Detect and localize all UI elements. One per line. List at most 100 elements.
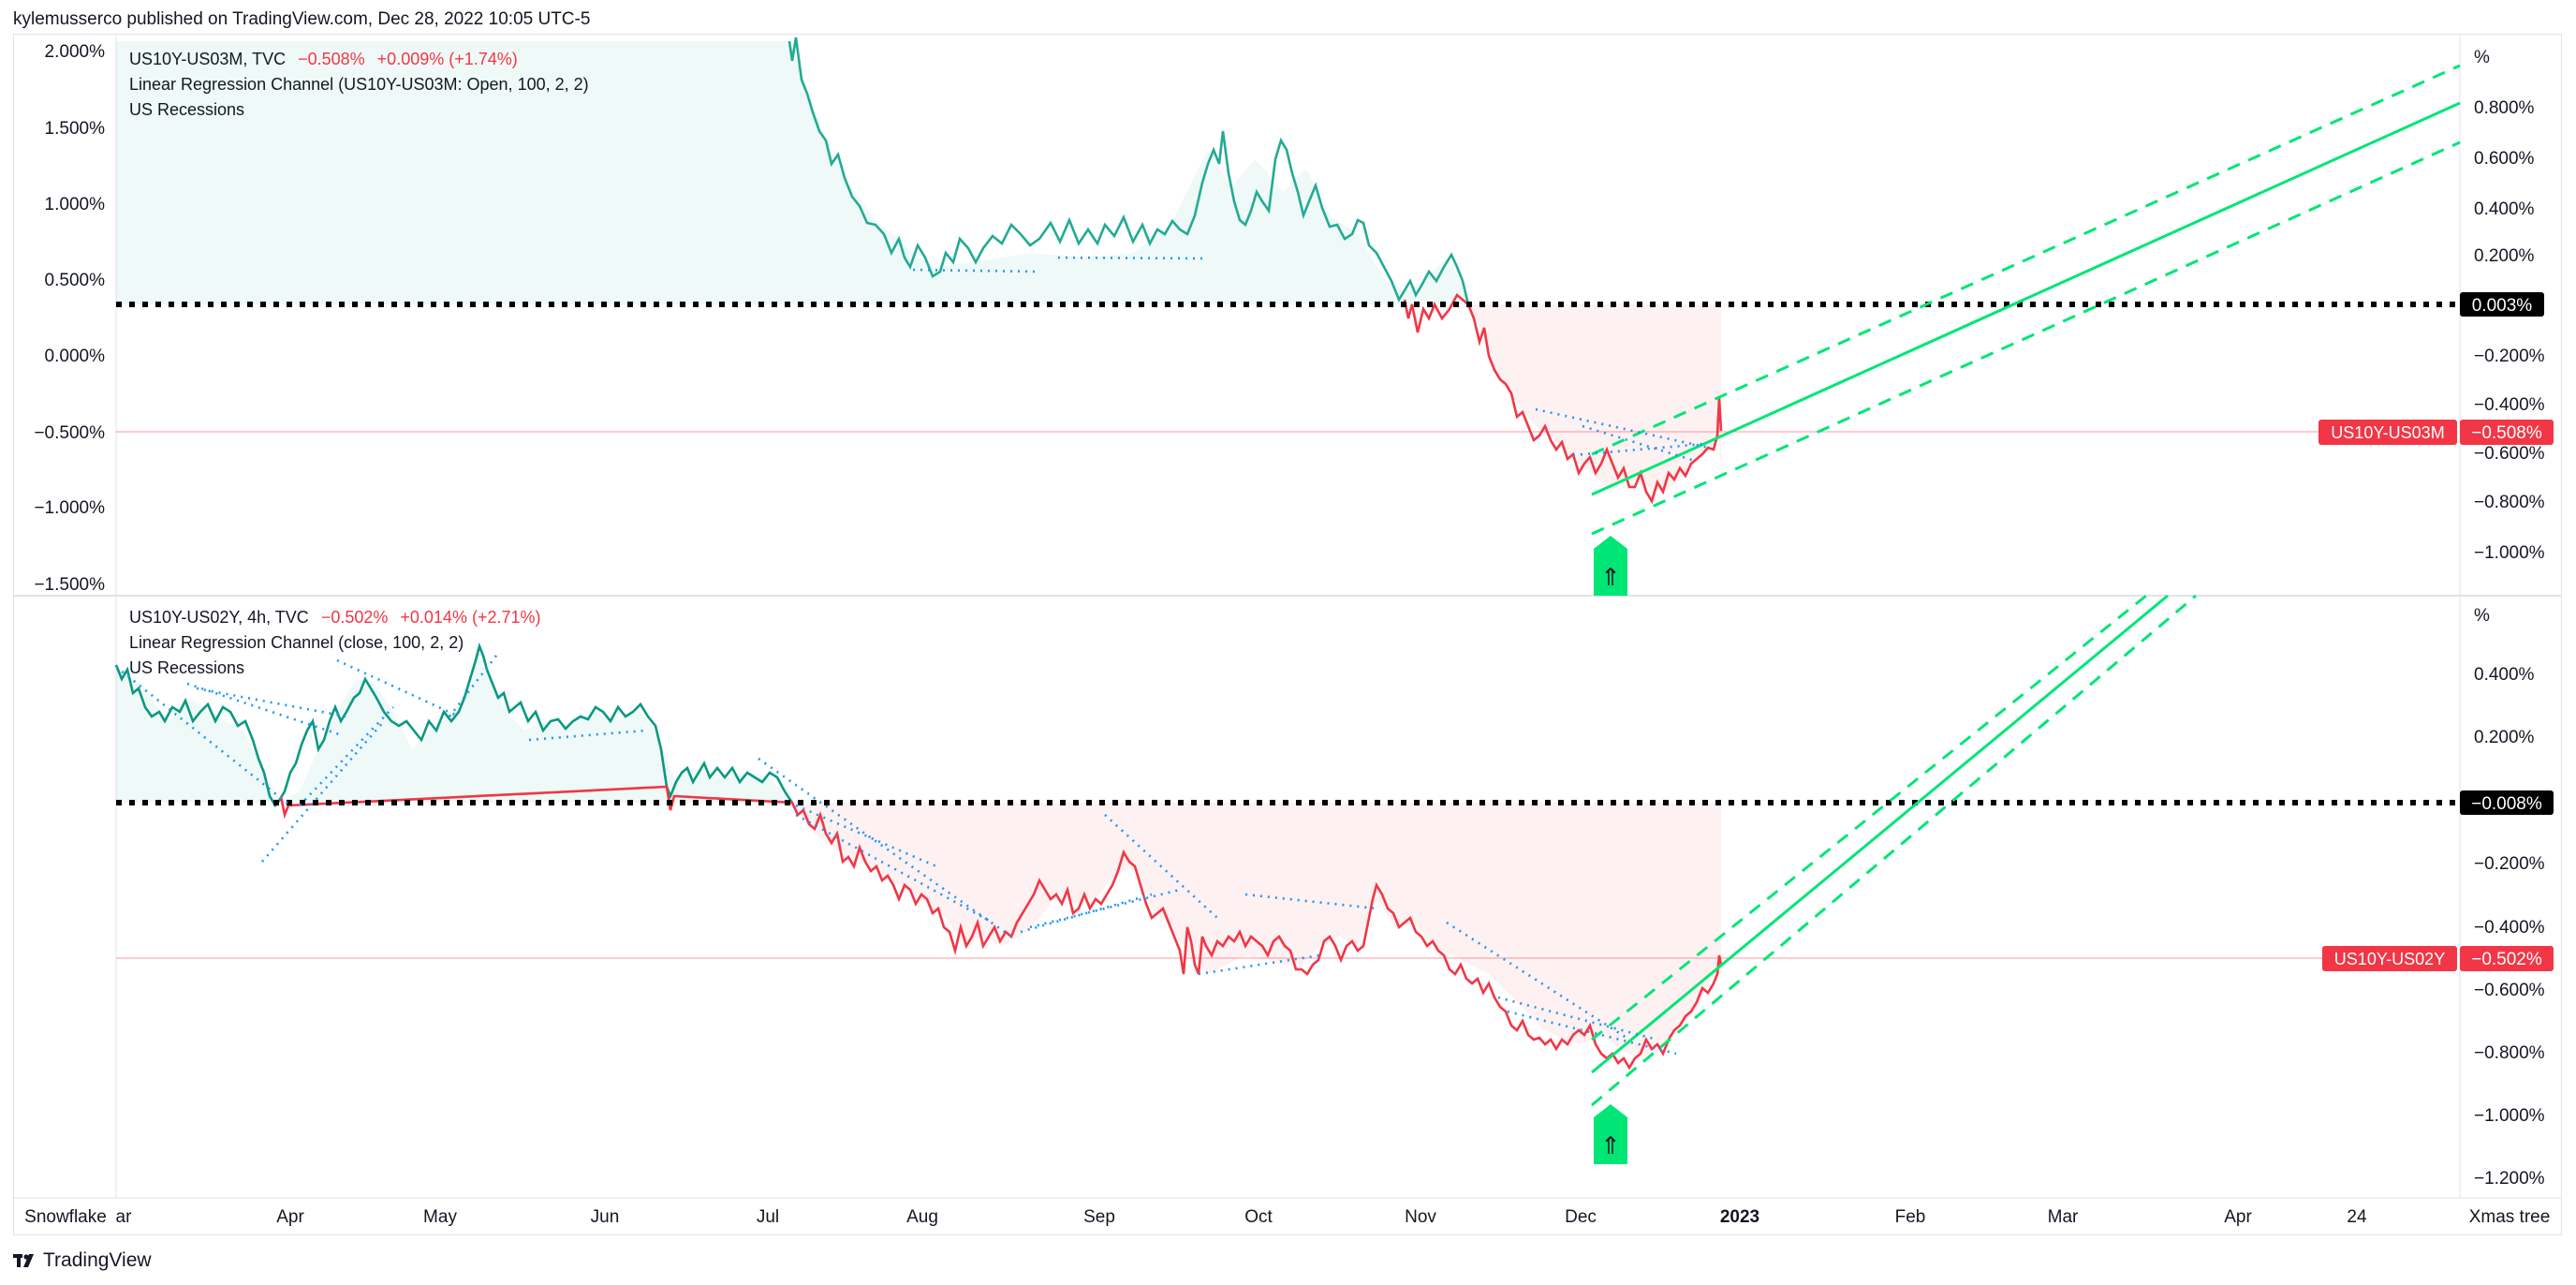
right-axis-tick: 0.600% — [2474, 149, 2535, 169]
price-tag-symbol: US10Y-US03M — [2331, 423, 2444, 442]
right-axis-tick: 0.200% — [2474, 728, 2535, 747]
dotted-trendline[interactable] — [1446, 921, 1630, 1041]
regression-channel-pane2[interactable] — [1591, 594, 2197, 1107]
regression-center-line[interactable] — [1591, 594, 2169, 1074]
us10y-us03m-red-line[interactable] — [1403, 292, 1723, 505]
right-price-axis-pane1[interactable]: % 0.800% 0.600% 0.400% 0.200% −0.200% −0.400% −… — [2474, 48, 2545, 563]
right-axis-tick: −0.800% — [2474, 493, 2545, 512]
us10y-us03m-green-line[interactable] — [788, 37, 1470, 305]
right-axis-tick: % — [2474, 606, 2490, 626]
time-axis-tick: Nov — [1405, 1207, 1436, 1227]
legend-price: −0.508% — [298, 50, 365, 68]
right-axis-tick: −0.200% — [2474, 347, 2545, 366]
legend-pane1[interactable]: US10Y-US03M, TVC −0.508% +0.009% (+1.74%… — [129, 47, 589, 123]
price-tag-pane2: US10Y-US02Y −0.502% — [2322, 946, 2554, 971]
right-axis-tick: −1.000% — [2474, 543, 2545, 563]
red-area-fill — [787, 803, 1721, 1058]
legend-change: +0.009% (+1.74%) — [376, 50, 518, 68]
left-price-axis-pane1[interactable]: 2.000% 1.500% 1.000% 0.500% 0.000% −0.500% −1.… — [34, 42, 105, 595]
legend-indicator-recessions[interactable]: US Recessions — [129, 658, 245, 677]
up-arrow-marker[interactable]: ⇑ — [1594, 1104, 1627, 1164]
time-axis-tick: Jul — [757, 1207, 779, 1227]
dotted-trendline[interactable] — [528, 729, 647, 742]
right-axis-tick: −0.600% — [2474, 444, 2545, 464]
legend-symbol: US10Y-US03M, TVC — [129, 50, 287, 68]
time-axis-tick: 24 — [2347, 1207, 2367, 1227]
time-axis-tick: Mar — [2048, 1207, 2079, 1227]
regression-upper-line[interactable] — [1591, 64, 2461, 456]
footer-brand[interactable]: TradingView — [13, 1249, 152, 1272]
pane-us10y-us02y[interactable]: ⇑ — [114, 594, 2460, 1164]
red-area-fill — [1468, 304, 1721, 492]
dotted-trendline[interactable] — [1198, 953, 1321, 976]
time-axis-tick: May — [423, 1207, 457, 1227]
time-axis-tick: Aug — [906, 1207, 938, 1227]
svg-text:⇑: ⇑ — [1600, 1132, 1621, 1160]
regression-upper-line[interactable] — [1591, 594, 2147, 1041]
dotted-trendline[interactable] — [448, 655, 498, 717]
right-axis-tick: −0.400% — [2474, 918, 2545, 938]
level-label-text: 0.003% — [2472, 296, 2533, 316]
price-tag-value: −0.502% — [2471, 950, 2542, 969]
regression-lower-line[interactable] — [1591, 594, 2197, 1107]
dotted-trendline[interactable] — [1582, 424, 1696, 463]
level-label-pane1: 0.003% — [2460, 292, 2544, 317]
legend-symbol-row[interactable]: US10Y-US02Y, 4h, TVC −0.502% +0.014% (+2… — [129, 605, 541, 630]
up-arrow-marker[interactable]: ⇑ — [1594, 536, 1627, 596]
chart-frame[interactable] — [13, 34, 2562, 1235]
time-axis-tick: Xmas tree — [2469, 1207, 2551, 1227]
left-axis-tick: 1.500% — [45, 119, 106, 139]
regression-channel-pane1[interactable] — [1591, 64, 2461, 536]
left-axis-tick: 2.000% — [45, 42, 106, 62]
right-axis-tick: −1.000% — [2474, 1106, 2545, 1126]
right-axis-tick: −0.800% — [2474, 1043, 2545, 1063]
dotted-trendline[interactable] — [1029, 888, 1181, 929]
right-price-axis-pane2[interactable]: % 0.400% 0.200% −0.200% −0.400% −0.600% −0.800… — [2474, 606, 2545, 1189]
legend-indicator-regression[interactable]: Linear Regression Channel (US10Y-US03M: … — [129, 75, 589, 94]
dotted-trendline[interactable] — [1104, 814, 1218, 919]
price-tag-value: −0.508% — [2471, 423, 2542, 443]
regression-lower-line[interactable] — [1591, 140, 2461, 536]
level-label-text: −0.008% — [2471, 794, 2542, 814]
legend-indicator-regression[interactable]: Linear Regression Channel (close, 100, 2… — [129, 633, 464, 652]
dotted-trendline[interactable] — [196, 687, 347, 718]
right-axis-tick: −0.400% — [2474, 395, 2545, 415]
left-axis-tick: −1.000% — [34, 498, 105, 518]
left-axis-tick: −1.500% — [34, 575, 105, 595]
tradingview-logo-icon — [13, 1254, 34, 1267]
green-area-fill — [116, 41, 1468, 304]
legend-pane2[interactable]: US10Y-US02Y, 4h, TVC −0.502% +0.014% (+2… — [129, 605, 541, 681]
time-axis-tick: Apr — [276, 1207, 304, 1227]
legend-symbol-row[interactable]: US10Y-US03M, TVC −0.508% +0.009% (+1.74%… — [129, 47, 589, 72]
us10y-us02y-red-line[interactable] — [279, 785, 1723, 1071]
time-axis-tick: Jun — [591, 1207, 620, 1227]
dotted-trendline[interactable] — [186, 682, 343, 737]
footer-brand-text: TradingView — [43, 1249, 152, 1271]
regression-center-line[interactable] — [1591, 101, 2461, 496]
pane-us10y-us03m[interactable]: ⇑ — [116, 37, 2461, 596]
dotted-trendline[interactable] — [261, 720, 385, 863]
legend-price: −0.502% — [320, 608, 389, 627]
right-axis-tick: −0.600% — [2474, 981, 2545, 1000]
legend-symbol: US10Y-US02Y, 4h, TVC — [129, 608, 309, 627]
right-axis-tick: 0.400% — [2474, 665, 2535, 685]
dotted-trendline[interactable] — [299, 706, 394, 806]
us10y-us02y-green-line[interactable] — [114, 642, 794, 808]
left-axis-tick: 0.000% — [45, 347, 106, 366]
time-axis-tick: ar — [116, 1207, 133, 1227]
dotted-trendline[interactable] — [1020, 893, 1153, 934]
svg-text:⇑: ⇑ — [1600, 564, 1621, 592]
time-axis-tick: Feb — [1895, 1207, 1926, 1227]
right-axis-tick: −0.200% — [2474, 854, 2545, 874]
dotted-trendline[interactable] — [912, 268, 1036, 273]
time-axis-tick: Oct — [1244, 1207, 1273, 1227]
time-axis[interactable]: Snowflake ar Apr May Jun Jul Aug Sep Oct Nov Dec 20… — [24, 1207, 2550, 1227]
legend-indicator-recessions[interactable]: US Recessions — [129, 100, 245, 119]
trend-dotted-lines-pane2[interactable] — [115, 655, 1677, 1056]
time-axis-tick: Snowflake — [24, 1207, 107, 1227]
published-line: kylemusserco published on TradingView.co… — [13, 9, 591, 29]
left-axis-tick: 0.500% — [45, 271, 106, 290]
dotted-trendline[interactable] — [795, 804, 937, 868]
trend-dotted-lines-pane1[interactable] — [912, 256, 1710, 463]
